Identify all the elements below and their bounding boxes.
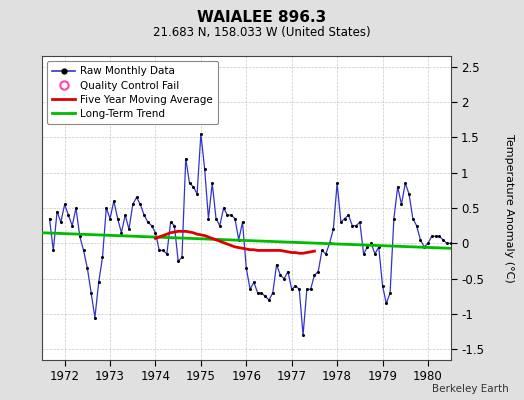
Legend: Raw Monthly Data, Quality Control Fail, Five Year Moving Average, Long-Term Tren: Raw Monthly Data, Quality Control Fail, … [47,61,219,124]
Text: Berkeley Earth: Berkeley Earth [432,384,508,394]
Text: WAIALEE 896.3: WAIALEE 896.3 [198,10,326,25]
Text: 21.683 N, 158.033 W (United States): 21.683 N, 158.033 W (United States) [153,26,371,39]
Y-axis label: Temperature Anomaly (°C): Temperature Anomaly (°C) [504,134,514,282]
